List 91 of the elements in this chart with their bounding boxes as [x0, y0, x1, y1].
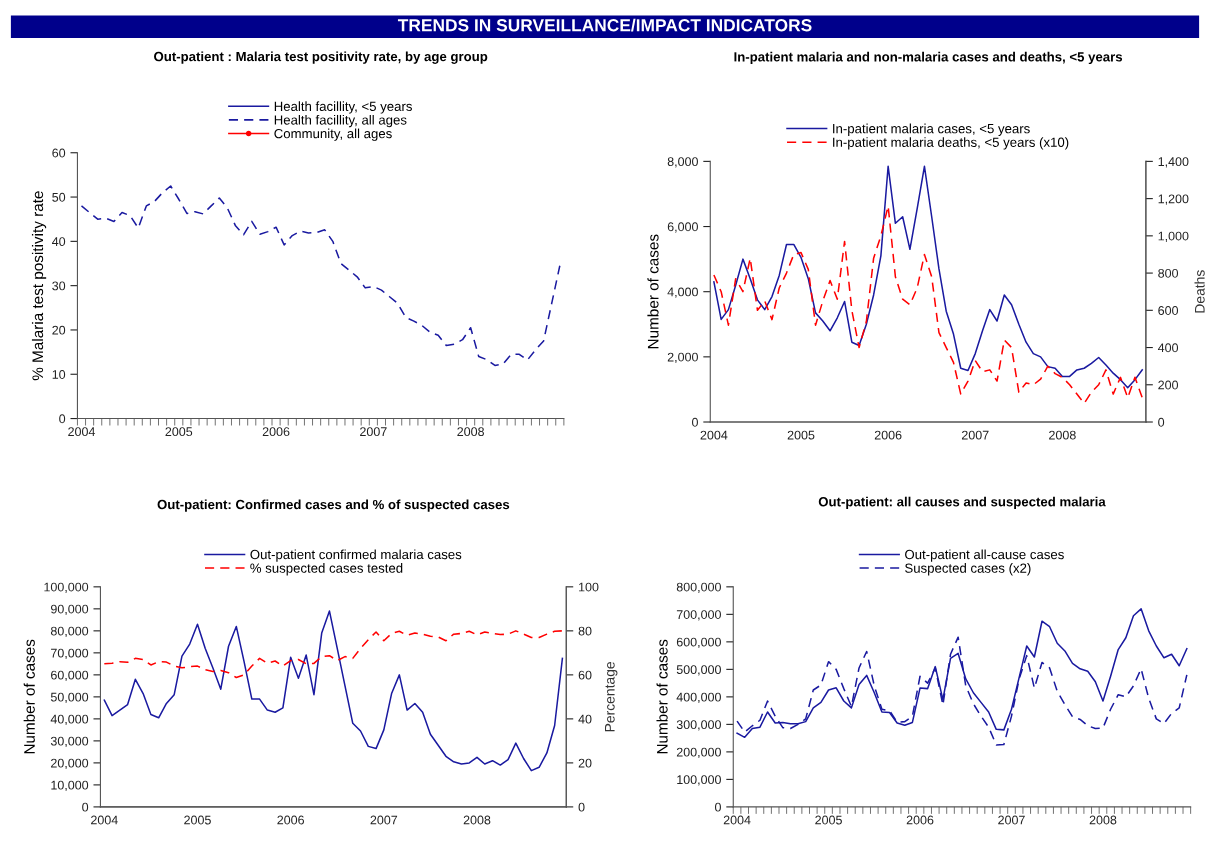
line-series: [713, 205, 1144, 405]
y-tick-label: 10: [52, 370, 66, 379]
y2-tick-label: 0: [1158, 417, 1165, 427]
line-series: [103, 630, 564, 679]
y-axis-title: Number of cases: [23, 639, 35, 754]
x-tick-label: 2006: [277, 815, 305, 825]
x-tick-label: 2005: [787, 430, 815, 440]
x-tick-label: 2005: [815, 815, 842, 825]
y-tick-label: 20,000: [51, 758, 89, 770]
text: TRENDS IN SURVEILLANCE/IMPACT INDICATORS: [397, 18, 812, 32]
y-tick-label: 80,000: [50, 626, 89, 637]
y-axis-title: Number of cases: [656, 639, 668, 754]
legend-label: Out-patient all-cause cases: [905, 549, 1064, 562]
x-tick-label: 2007: [360, 427, 387, 437]
y-tick-label: 0: [692, 417, 698, 427]
y-tick-label: 60,000: [51, 670, 89, 681]
y-tick-label: 50,000: [50, 692, 89, 703]
y2-tick-label: 800: [1158, 268, 1179, 278]
y-axis-title: Number of cases: [647, 234, 659, 349]
line-series: [103, 610, 564, 772]
x-tick-label: 2006: [906, 815, 934, 825]
x-tick-label: 2008: [457, 427, 484, 437]
y-tick-label: 30: [52, 281, 66, 291]
legend-label: Health facillity, <5 years: [274, 101, 412, 114]
y-tick-label: 50: [52, 192, 66, 202]
y-tick-label: 0: [82, 802, 89, 812]
y-tick-label: 20: [52, 325, 66, 335]
x-tick-label: 2005: [184, 815, 211, 825]
y-tick-label: 0: [714, 802, 721, 812]
x-tick-label: 2004: [68, 427, 96, 437]
y2-axis-title: Deaths: [1194, 270, 1205, 313]
y-tick-label: 200,000: [676, 747, 721, 759]
x-tick-label: 2004: [91, 815, 118, 825]
y2-tick-label: 40: [578, 714, 592, 724]
y2-tick-label: 0: [578, 802, 585, 812]
x-tick-label: 2008: [463, 815, 491, 825]
y-tick-label: 500,000: [676, 665, 721, 676]
x-tick-label: 2008: [1089, 815, 1117, 825]
y2-tick-label: 20: [578, 758, 592, 768]
x-tick-label: 2004: [700, 430, 728, 440]
line-series: [713, 165, 1144, 389]
y-tick-label: 30,000: [50, 736, 89, 748]
x-tick-label: 2007: [370, 815, 398, 825]
legend-label: In-patient malaria deaths, <5 years (x10): [833, 137, 1069, 150]
y-tick-label: 60: [52, 148, 66, 158]
legend-label: % suspected cases tested: [250, 563, 403, 576]
legend-label: In-patient malaria cases, <5 years: [833, 123, 1030, 136]
y2-tick-label: 80: [578, 626, 592, 636]
line-series: [80, 185, 561, 367]
y2-axis-title: Percentage: [605, 661, 618, 732]
legend-label: Out-patient confirmed malaria cases: [250, 549, 462, 562]
y-tick-label: 2,000: [667, 352, 698, 363]
x-tick-label: 2008: [1049, 430, 1076, 440]
y-tick-label: 40,000: [50, 714, 89, 726]
y-tick-label: 90,000: [50, 604, 89, 615]
y-tick-label: 70,000: [51, 648, 89, 659]
y-tick-label: 600,000: [676, 637, 721, 648]
y-tick-label: 700,000: [676, 610, 721, 621]
legend-label: Community, all ages: [274, 128, 392, 141]
x-tick-label: 2006: [874, 430, 902, 440]
y-tick-label: 8,000: [667, 157, 698, 168]
y2-tick-label: 1,200: [1158, 194, 1189, 205]
legend-label: Health facillity, all ages: [274, 114, 407, 128]
y-tick-label: 100,000: [44, 582, 89, 593]
y-tick-label: 800,000: [676, 582, 721, 593]
chart-title: In-patient malaria and non-malaria cases and deaths, <5 years: [734, 51, 1123, 65]
y-tick-label: 400,000: [676, 692, 721, 703]
chart-title: Out-patient : Malaria test positivity rate, by age group: [154, 51, 488, 64]
y2-tick-label: 1,000: [1158, 231, 1189, 242]
legend-label: Suspected cases (x2): [905, 563, 1031, 576]
y2-tick-label: 60: [578, 670, 592, 680]
chart-title: Out-patient: all causes and suspected malaria: [818, 496, 1106, 510]
y2-tick-label: 200: [1158, 380, 1179, 390]
x-tick-label: 2007: [998, 815, 1025, 825]
y-axis-title: % Malaria test positivity rate: [31, 191, 47, 381]
x-tick-label: 2005: [165, 427, 193, 437]
y2-tick-label: 600: [1158, 306, 1179, 315]
y-tick-label: 6,000: [667, 222, 698, 233]
y2-tick-label: 400: [1157, 343, 1179, 353]
x-tick-label: 2004: [723, 815, 751, 825]
y-tick-label: 300,000: [676, 720, 721, 731]
y2-tick-label: 1,400: [1158, 157, 1189, 168]
y-tick-label: 10,000: [51, 780, 89, 792]
y-tick-label: 0: [59, 414, 66, 424]
chart-title: Out-patient: Confirmed cases and % of suspected cases: [157, 499, 510, 512]
x-tick-label: 2007: [961, 430, 989, 440]
y2-tick-label: 100: [579, 582, 599, 592]
y-tick-label: 4,000: [667, 287, 698, 298]
x-tick-label: 2006: [262, 427, 290, 437]
y-tick-label: 40: [52, 237, 66, 246]
y-tick-label: 100,000: [677, 775, 721, 786]
